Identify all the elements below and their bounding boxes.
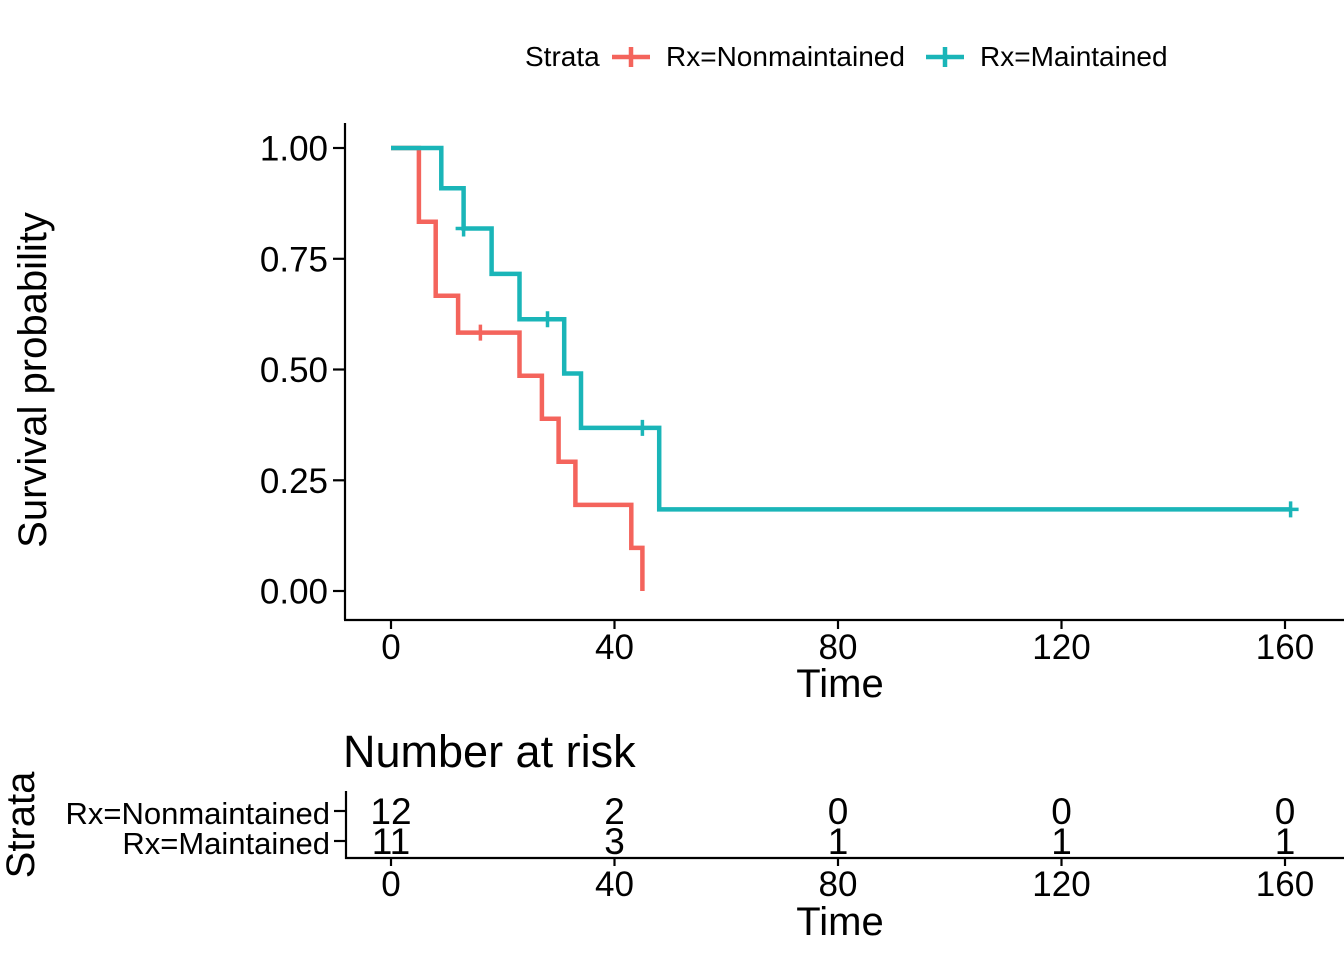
y-tick-label: 0.00 xyxy=(260,573,328,612)
censor-plus-icon xyxy=(926,47,964,67)
y-axis-tick-labels: 1.00 0.75 0.50 0.25 0.00 xyxy=(260,130,328,612)
risk-value: 11 xyxy=(372,821,410,862)
censor-mark xyxy=(455,220,472,237)
x-tick-label: 80 xyxy=(819,628,858,667)
risk-x-tick-label: 80 xyxy=(819,865,858,904)
censor-plus-icon xyxy=(612,47,650,67)
x-tick-label: 0 xyxy=(381,628,400,667)
risk-x-axis-ticks xyxy=(389,858,1287,866)
x-tick-label: 160 xyxy=(1256,628,1314,667)
risk-table-title: Number at risk xyxy=(343,726,636,777)
x-tick-label: 120 xyxy=(1032,628,1090,667)
main-plot: 1.00 0.75 0.50 0.25 0.00 0 40 80 120 160… xyxy=(11,123,1344,706)
risk-value: 2 xyxy=(604,791,625,832)
risk-value: 3 xyxy=(604,821,625,862)
risk-row-label-maintained: Rx=Maintained xyxy=(122,826,330,861)
risk-x-tick-label: 0 xyxy=(381,865,400,904)
legend-item-nonmaintained: Rx=Nonmaintained xyxy=(612,41,905,72)
y-axis-ticks xyxy=(333,146,345,593)
censor-marks-maintained xyxy=(455,220,1299,518)
risk-values-row-nonmaintained: 12 2 0 0 0 xyxy=(370,791,1295,832)
risk-value: 1 xyxy=(828,821,849,862)
risk-x-axis-title: Time xyxy=(796,900,883,944)
legend-label-nonmaintained: Rx=Nonmaintained xyxy=(666,41,905,72)
legend-label-maintained: Rx=Maintained xyxy=(980,41,1168,72)
survival-curves xyxy=(391,145,1299,591)
risk-row-labels: Rx=Nonmaintained Rx=Maintained xyxy=(65,796,330,861)
censor-mark xyxy=(472,324,489,341)
risk-x-tick-label: 120 xyxy=(1032,865,1090,904)
risk-x-tick-label: 160 xyxy=(1256,865,1314,904)
legend: Strata Rx=Nonmaintained Rx=Maintained xyxy=(525,41,1168,72)
x-axis-tick-labels: 0 40 80 120 160 xyxy=(381,628,1314,667)
risk-x-tick-label: 40 xyxy=(595,865,634,904)
risk-x-axis-tick-labels: 0 40 80 120 160 xyxy=(381,865,1314,904)
risk-values-row-maintained: 11 3 1 1 1 xyxy=(372,821,1296,862)
x-tick-label: 40 xyxy=(595,628,634,667)
curve-maintained xyxy=(391,145,1291,512)
x-axis-title: Time xyxy=(796,662,883,706)
risk-table: Number at risk Strata Rx=Nonmaintained R… xyxy=(0,726,1344,944)
censor-mark xyxy=(1282,501,1299,518)
y-axis-title: Survival probability xyxy=(11,212,55,548)
y-tick-label: 0.75 xyxy=(260,240,328,279)
censor-mark xyxy=(634,419,651,436)
risk-row-label-nonmaintained: Rx=Nonmaintained xyxy=(65,796,330,831)
legend-item-maintained: Rx=Maintained xyxy=(926,41,1168,72)
risk-value: 12 xyxy=(370,791,411,832)
censor-mark xyxy=(539,311,556,328)
x-axis-ticks xyxy=(389,620,1287,629)
y-tick-label: 1.00 xyxy=(260,130,328,169)
risk-table-y-title: Strata xyxy=(0,771,43,878)
risk-value: 1 xyxy=(1275,821,1296,862)
risk-value: 0 xyxy=(828,791,849,832)
risk-row-ticks xyxy=(334,809,346,843)
curve-nonmaintained xyxy=(391,145,645,591)
censor-marks-nonmaintained xyxy=(472,324,489,341)
risk-value: 0 xyxy=(1051,791,1072,832)
risk-value: 1 xyxy=(1051,821,1072,862)
y-tick-label: 0.25 xyxy=(260,462,328,501)
legend-title: Strata xyxy=(525,41,600,72)
risk-value: 0 xyxy=(1275,791,1296,832)
y-tick-label: 0.50 xyxy=(260,351,328,390)
